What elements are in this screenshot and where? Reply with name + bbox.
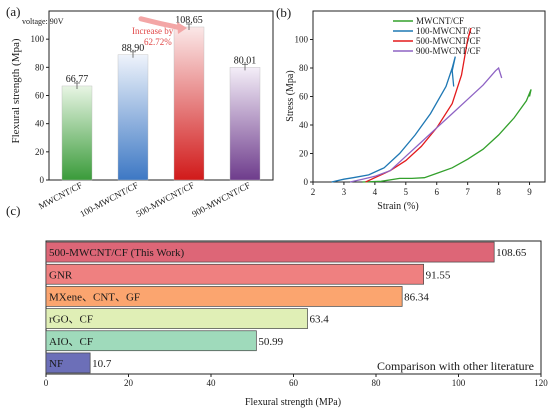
increase-value: 62.72% bbox=[144, 37, 172, 47]
bar-value-label: 88.90 bbox=[122, 43, 145, 54]
hbar-category-label: rGO、CF bbox=[49, 314, 93, 326]
panel-b-ytick-label: 40 bbox=[299, 120, 309, 130]
panel-a-ytick-label: 100 bbox=[31, 34, 45, 44]
panel-b-ytick-label: 20 bbox=[299, 149, 309, 159]
voltage-annotation: voltage: 90V bbox=[22, 17, 64, 26]
legend-label: 900-MWCNT/CF bbox=[416, 46, 481, 56]
panel-b-xtick-label: 9 bbox=[527, 187, 532, 197]
hbar bbox=[45, 308, 308, 329]
panel-b-ytick-label: 80 bbox=[299, 63, 309, 73]
panel-a-ytick-label: 20 bbox=[35, 147, 45, 157]
panel-c-horizontal-bar-chart: (c) Flexural strength (MPa) Comparison w… bbox=[6, 203, 548, 408]
panel-b-ylabel: Stress (Mpa) bbox=[285, 70, 296, 121]
panel-c-xtick-label: 60 bbox=[289, 378, 299, 388]
panel-b-xtick-label: 7 bbox=[465, 187, 470, 197]
hbar-value-label: 108.65 bbox=[496, 247, 527, 259]
bar bbox=[229, 67, 261, 181]
panel-b-xtick-label: 2 bbox=[311, 187, 316, 197]
legend-label: 500-MWCNT/CF bbox=[416, 36, 481, 46]
panel-b-ytick-label: 100 bbox=[295, 35, 309, 45]
hbar-category-label: NF bbox=[49, 358, 63, 370]
panel-c-xtick-label: 40 bbox=[207, 378, 217, 388]
panel-c-xtick-label: 0 bbox=[44, 378, 49, 388]
panel-b-xtick-label: 8 bbox=[496, 187, 501, 197]
panel-c-xtick-label: 80 bbox=[372, 378, 382, 388]
panel-a-label: (a) bbox=[6, 4, 20, 19]
panel-b-ytick-label: 0 bbox=[304, 177, 309, 187]
hbar-category-label: GNR bbox=[49, 269, 73, 281]
panel-a-ytick-label: 40 bbox=[35, 119, 45, 129]
hbar-value-label: 63.4 bbox=[310, 314, 330, 326]
bar-value-label: 108.65 bbox=[175, 15, 203, 26]
panel-b-xtick-label: 3 bbox=[342, 187, 347, 197]
hbar bbox=[45, 330, 257, 352]
panel-b-xlabel: Strain (%) bbox=[377, 201, 418, 212]
hbar bbox=[45, 286, 403, 307]
hbar bbox=[45, 241, 495, 263]
panel-b-line-chart: (b) Stress (Mpa) Strain (%) 0 20 40 60 80 100… bbox=[276, 5, 546, 212]
series-line bbox=[362, 89, 532, 183]
increase-label: Increase by bbox=[132, 26, 174, 36]
increase-arrow-head bbox=[177, 21, 187, 34]
hbar bbox=[45, 263, 424, 285]
category-label: 900-MWCNT/CF bbox=[190, 180, 252, 219]
comparison-caption: Comparison with other literature bbox=[377, 359, 534, 373]
bar bbox=[173, 26, 205, 181]
panel-b-xtick-label: 4 bbox=[373, 187, 378, 197]
panel-c-xtick-label: 120 bbox=[534, 378, 548, 388]
panel-c-xtick-label: 100 bbox=[452, 378, 466, 388]
panel-b-xtick-label: 6 bbox=[434, 187, 439, 197]
panel-b-ytick-label: 60 bbox=[299, 92, 309, 102]
hbar-value-label: 86.34 bbox=[404, 291, 429, 303]
hbar-value-label: 91.55 bbox=[426, 269, 451, 281]
hbar-category-label: 500-MWCNT/CF (This Work) bbox=[49, 247, 185, 259]
panel-a-ytick-label: 0 bbox=[40, 175, 45, 185]
bar bbox=[61, 85, 93, 181]
category-label: 500-MWCNT/CF bbox=[134, 180, 196, 219]
hbar-value-label: 50.99 bbox=[258, 336, 283, 348]
legend-label: MWCNT/CF bbox=[416, 16, 464, 26]
panel-c-xtick-label: 20 bbox=[124, 378, 134, 388]
panel-a-bar-chart: (a) voltage: 90V Flexural strength (Mpa)… bbox=[6, 4, 274, 219]
series-line bbox=[349, 66, 503, 183]
panel-a-ytick-label: 60 bbox=[35, 91, 45, 101]
panel-a-ylabel: Flexural strength (Mpa) bbox=[10, 38, 22, 143]
panel-b-label: (b) bbox=[276, 5, 291, 20]
bar bbox=[117, 54, 149, 181]
category-label: 100-MWCNT/CF bbox=[78, 180, 140, 219]
series-line bbox=[331, 56, 456, 183]
panel-a-ytick-label: 80 bbox=[35, 62, 45, 72]
panel-c-label: (c) bbox=[6, 203, 20, 218]
hbar bbox=[45, 352, 91, 374]
panel-c-xlabel: Flexural strength (MPa) bbox=[245, 397, 341, 408]
legend-label: 100-MWCNT/CF bbox=[416, 26, 481, 36]
panel-b-xtick-label: 5 bbox=[404, 187, 409, 197]
hbar-category-label: AIO、CF bbox=[49, 336, 93, 348]
hbar-category-label: MXene、CNT、GF bbox=[49, 291, 140, 303]
bar-value-label: 66.77 bbox=[66, 74, 89, 85]
bar-value-label: 80.01 bbox=[234, 55, 257, 66]
hbar-value-label: 10.7 bbox=[92, 358, 112, 370]
